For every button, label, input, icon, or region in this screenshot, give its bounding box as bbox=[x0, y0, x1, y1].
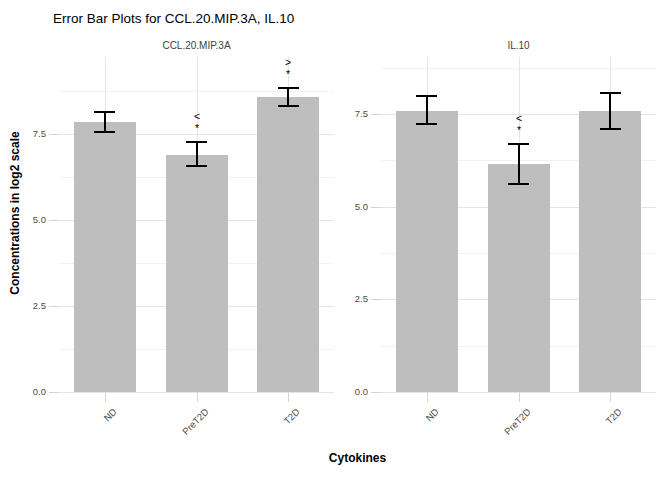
error-bar-cap-top bbox=[600, 92, 621, 94]
y-axis-tick bbox=[49, 392, 59, 393]
bar bbox=[74, 122, 136, 392]
y-tick-label: 5.0 bbox=[334, 201, 368, 213]
y-axis-tick bbox=[371, 392, 381, 393]
error-bar-line bbox=[287, 88, 289, 105]
x-axis-tick bbox=[519, 392, 520, 402]
y-tick-label: 7.5 bbox=[334, 108, 368, 120]
x-tick-label: T2D bbox=[567, 406, 625, 464]
error-bar-line bbox=[518, 144, 520, 184]
error-bar-cap-bottom bbox=[186, 165, 207, 167]
error-bar-cap-top bbox=[94, 111, 115, 113]
y-axis-tick bbox=[371, 114, 381, 115]
error-bar-cap-top bbox=[186, 141, 207, 143]
x-tick-label: T2D bbox=[245, 406, 303, 464]
x-tick-label: ND bbox=[62, 406, 120, 464]
error-bar-cap-bottom bbox=[600, 128, 621, 130]
error-bar-line bbox=[196, 142, 198, 166]
error-bar-chart: Error Bar Plots for CCL.20.MIP.3A, IL.10… bbox=[0, 0, 672, 480]
y-tick-label: 2.5 bbox=[334, 293, 368, 305]
error-bar-cap-top bbox=[416, 95, 437, 97]
x-axis-tick bbox=[610, 392, 611, 402]
significance-annotation: < * bbox=[177, 110, 217, 134]
bar bbox=[257, 97, 319, 392]
bar bbox=[488, 164, 550, 392]
error-bar-cap-bottom bbox=[508, 183, 529, 185]
y-tick-label: 0.0 bbox=[334, 386, 368, 398]
x-tick-label: PreT2D bbox=[476, 406, 534, 464]
y-tick-label: 2.5 bbox=[12, 300, 46, 312]
y-axis-tick bbox=[49, 306, 59, 307]
bar bbox=[166, 155, 228, 392]
error-bar-cap-top bbox=[508, 143, 529, 145]
y-tick-label: 0.0 bbox=[12, 386, 46, 398]
x-tick-label: ND bbox=[384, 406, 442, 464]
y-axis-tick bbox=[49, 134, 59, 135]
significance-annotation: > * bbox=[268, 56, 308, 80]
y-axis-tick bbox=[371, 207, 381, 208]
significance-annotation: < * bbox=[499, 112, 539, 136]
y-axis-tick bbox=[371, 299, 381, 300]
error-bar-cap-bottom bbox=[94, 131, 115, 133]
error-bar-line bbox=[609, 93, 611, 129]
error-bar-line bbox=[104, 112, 106, 132]
y-axis-tick bbox=[49, 220, 59, 221]
error-bar-cap-bottom bbox=[416, 123, 437, 125]
error-bar-cap-top bbox=[278, 87, 299, 89]
y-tick-label: 5.0 bbox=[12, 214, 46, 226]
x-axis-tick bbox=[197, 392, 198, 402]
bar bbox=[396, 111, 458, 392]
bar bbox=[579, 111, 641, 392]
x-tick-label: PreT2D bbox=[154, 406, 212, 464]
error-bar-line bbox=[426, 96, 428, 124]
facet-title: IL.10 bbox=[381, 40, 656, 51]
x-axis-tick bbox=[427, 392, 428, 402]
facet-title: CCL.20.MIP.3A bbox=[59, 40, 334, 51]
y-tick-label: 7.5 bbox=[12, 128, 46, 140]
x-axis-tick bbox=[288, 392, 289, 402]
error-bar-cap-bottom bbox=[278, 105, 299, 107]
x-axis-tick bbox=[105, 392, 106, 402]
facet-panels: CCL.20.MIP.3A 0.0 2.5 5.0 7.5 < * > * ND PreT2D T… bbox=[0, 0, 672, 480]
